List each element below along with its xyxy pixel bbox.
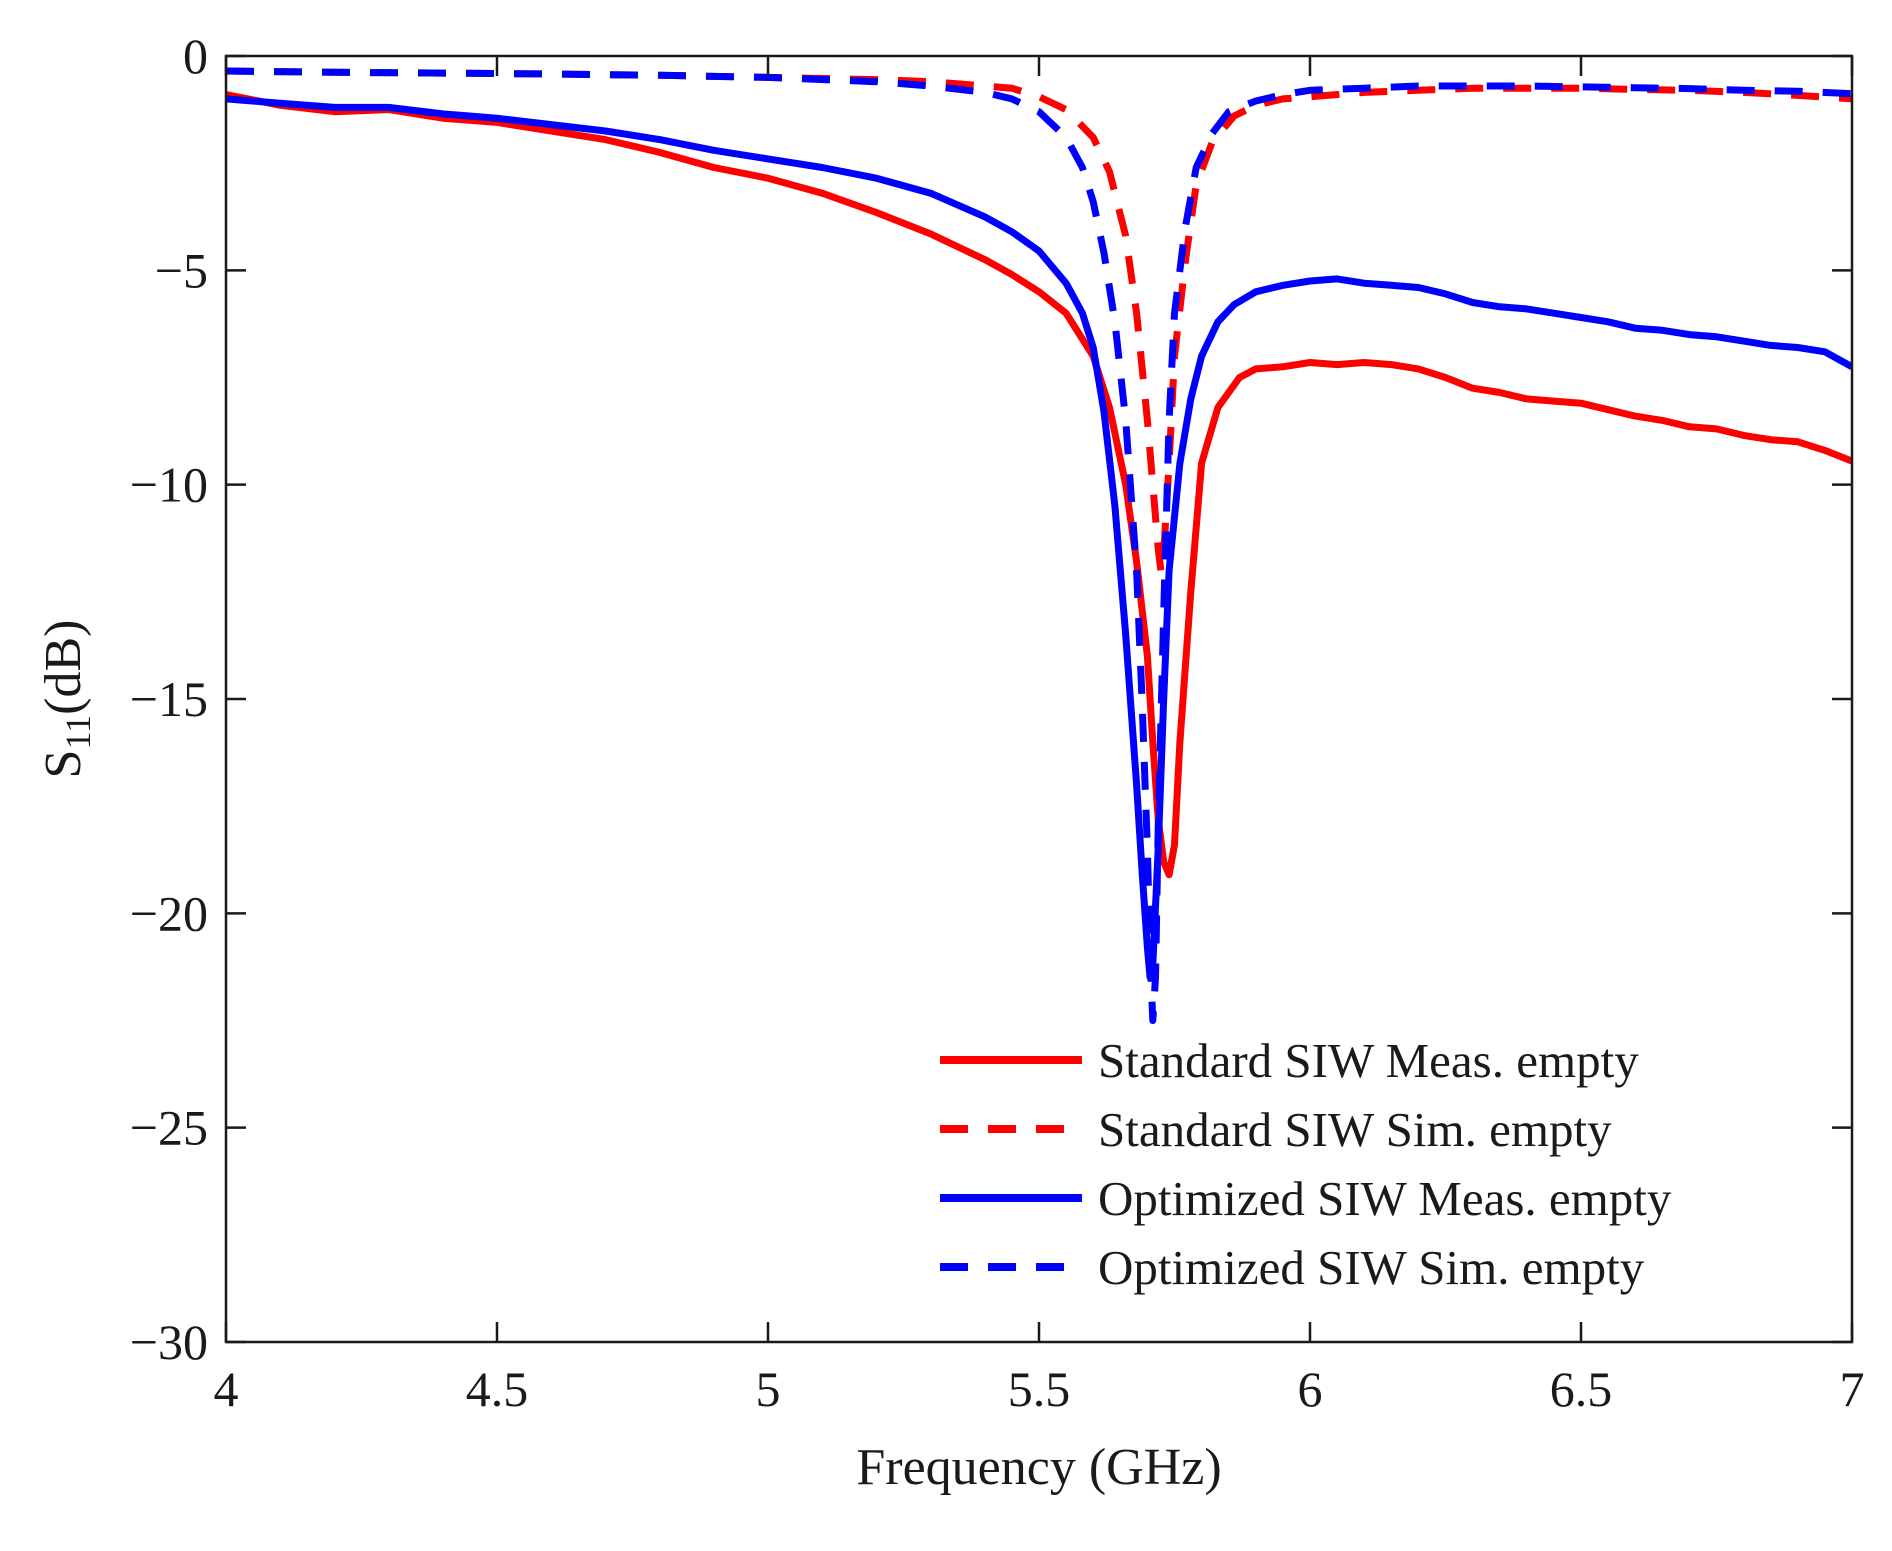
legend-label-1: Standard SIW Meas. empty: [1098, 1033, 1639, 1088]
series-line-3: [226, 95, 1852, 982]
legend-label-4: Optimized SIW Sim. empty: [1098, 1240, 1645, 1295]
y-tick-label: −20: [130, 885, 208, 941]
x-tick-label: 5.5: [1008, 1361, 1071, 1417]
y-tick-label: −15: [130, 671, 208, 727]
x-tick-label: 7: [1840, 1361, 1865, 1417]
y-tick-label: −5: [155, 242, 208, 298]
y-axis-label-unit: (dB): [35, 620, 92, 715]
x-tick-label: 6: [1298, 1361, 1323, 1417]
legend-label-2: Standard SIW Sim. empty: [1098, 1102, 1612, 1157]
x-tick-label: 6.5: [1550, 1361, 1613, 1417]
y-tick-label: 0: [183, 28, 208, 84]
x-tick-label: 5: [756, 1361, 781, 1417]
tick-layer: 4 4.5 5 5.5 6 6.5 7 0 −5 −10 −15 −20 −25 −30: [130, 28, 1865, 1417]
x-tick-label: 4.5: [466, 1361, 529, 1417]
legend: Standard SIW Meas. empty Standard SIW Sim…: [940, 1033, 1672, 1295]
y-tick-label: −30: [130, 1314, 208, 1370]
y-axis-label: S11(dB): [35, 620, 98, 779]
series-line-1: [226, 91, 1852, 879]
x-axis-label: Frequency (GHz): [856, 1439, 1221, 1496]
y-tick-label: −10: [130, 457, 208, 513]
legend-label-3: Optimized SIW Meas. empty: [1098, 1171, 1672, 1226]
series-layer: [226, 67, 1852, 1024]
x-tick-label: 4: [214, 1361, 239, 1417]
series-line-4: [226, 67, 1852, 1024]
y-tick-label: −25: [130, 1100, 208, 1156]
y-axis-label-main: S: [35, 750, 92, 779]
y-axis-label-subscript: 11: [58, 715, 98, 750]
